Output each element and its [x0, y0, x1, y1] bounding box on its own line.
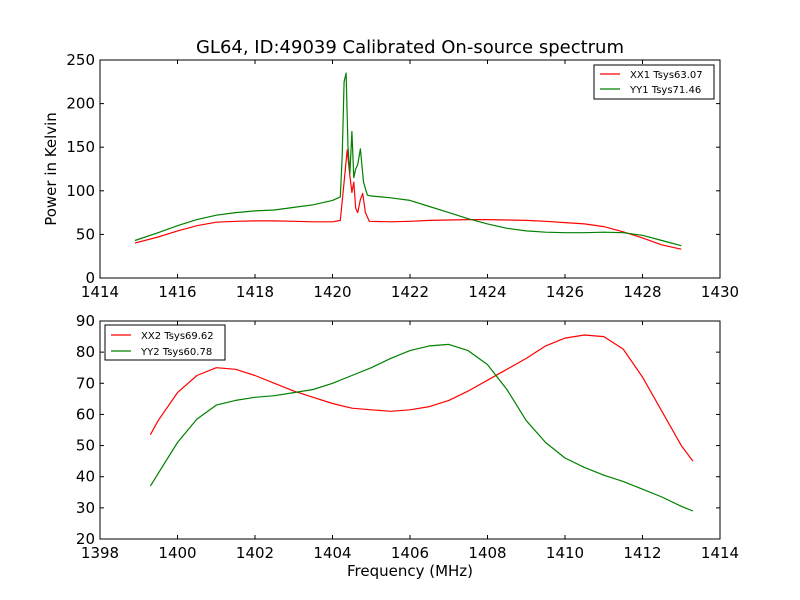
bottom-x-tick-label: 1398	[81, 544, 119, 562]
top-y-axis-label: Power in Kelvin	[42, 112, 60, 226]
top-y-tick-label: 100	[66, 182, 95, 200]
top-x-tick-label: 1428	[623, 283, 661, 301]
bottom-y-tick-label: 70	[76, 374, 95, 392]
top-y-tick-label: 0	[85, 269, 95, 287]
bottom-series-group	[149, 334, 694, 512]
bottom-legend-label-xx2: XX2 Tsys69.62	[141, 331, 214, 342]
top-x-tick-label: 1420	[313, 283, 351, 301]
bottom-x-tick-label: 1404	[313, 544, 351, 562]
bottom-tick-group: 1398 1400 1402 1404 1406 1408 1410 1412 1414 20 30…	[76, 312, 739, 562]
bottom-series-line-1	[149, 343, 694, 512]
top-x-tick-label: 1414	[81, 283, 119, 301]
bottom-legend: XX2 Tsys69.62 YY2 Tsys60.78	[104, 324, 226, 361]
top-y-tick-label: 50	[76, 225, 95, 243]
bottom-x-tick-label: 1414	[701, 544, 739, 562]
top-spectrum-plot: 1414 1416 1418 1420 1422 1424 1426 1428 1430 0 50 1…	[42, 51, 739, 301]
top-x-tick-label: 1416	[158, 283, 196, 301]
top-tick-group: 1414 1416 1418 1420 1422 1424 1426 1428 1430 0 50 1…	[66, 51, 739, 301]
top-y-tick-label: 150	[66, 138, 95, 156]
top-legend-box	[593, 64, 715, 100]
bottom-legend-label-yy2: YY2 Tsys60.78	[140, 347, 212, 358]
bottom-y-tick-label: 90	[76, 312, 95, 330]
top-series-group	[134, 72, 682, 250]
bottom-x-axis-label: Frequency (MHz)	[347, 562, 473, 580]
bottom-series-line-0	[149, 334, 694, 462]
chart-title: GL64, ID:49039 Calibrated On-source spec…	[196, 37, 624, 58]
bottom-x-tick-label: 1410	[546, 544, 584, 562]
bottom-y-tick-label: 80	[76, 343, 95, 361]
bottom-x-tick-label: 1408	[468, 544, 506, 562]
bottom-y-tick-label: 20	[76, 530, 95, 548]
bottom-x-tick-label: 1402	[236, 544, 274, 562]
bottom-y-tick-label: 40	[76, 468, 95, 486]
bottom-x-tick-label: 1400	[158, 544, 196, 562]
bottom-spectrum-plot: 1398 1400 1402 1404 1406 1408 1410 1412 1414 20 30…	[76, 312, 739, 580]
top-x-tick-label: 1424	[468, 283, 506, 301]
bottom-x-tick-label: 1406	[391, 544, 429, 562]
top-legend: XX1 Tsys63.07 YY1 Tsys71.46	[593, 64, 715, 100]
top-series-line-1	[134, 72, 682, 247]
top-legend-label-xx1: XX1 Tsys63.07	[630, 70, 703, 81]
bottom-y-tick-label: 60	[76, 405, 95, 423]
top-y-tick-label: 250	[66, 51, 95, 69]
bottom-y-tick-label: 50	[76, 437, 95, 455]
top-x-tick-label: 1430	[701, 283, 739, 301]
bottom-legend-box	[104, 324, 226, 361]
bottom-x-tick-label: 1412	[623, 544, 661, 562]
top-series-line-0	[134, 149, 682, 250]
top-legend-label-yy1: YY1 Tsys71.46	[629, 85, 701, 96]
top-x-tick-label: 1418	[236, 283, 274, 301]
top-y-tick-label: 200	[66, 95, 95, 113]
top-x-tick-label: 1426	[546, 283, 584, 301]
bottom-y-tick-label: 30	[76, 499, 95, 517]
top-x-tick-label: 1422	[391, 283, 429, 301]
